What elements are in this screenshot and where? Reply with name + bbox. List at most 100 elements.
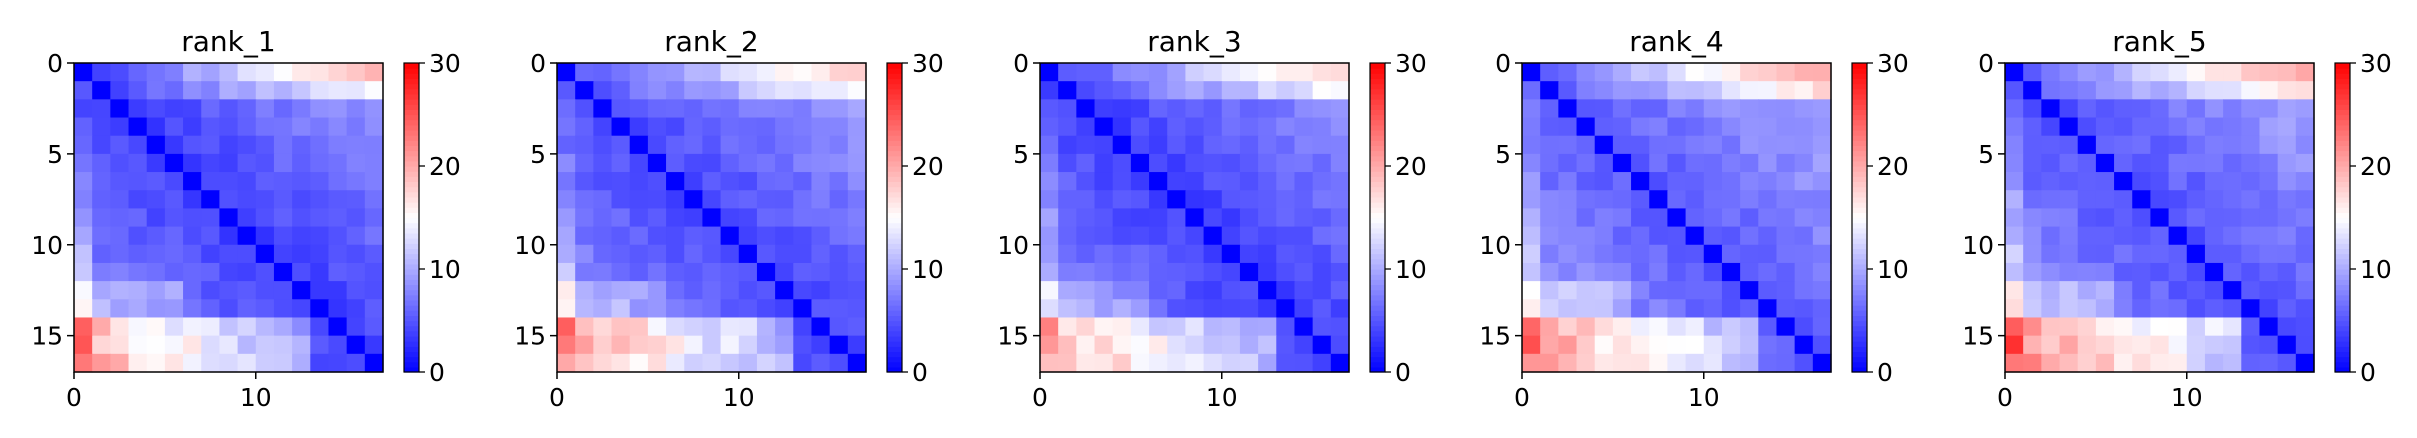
heatmap-cell xyxy=(1740,117,1759,137)
heatmap-cell xyxy=(1740,153,1759,173)
heatmap-cell xyxy=(666,63,685,82)
colorbar-segment xyxy=(404,341,419,347)
heatmap-cell xyxy=(811,117,831,137)
heatmap-cell xyxy=(1522,172,1541,191)
colorbar-segment xyxy=(1370,330,1385,337)
colorbar-segment xyxy=(404,299,419,306)
heatmap-cell xyxy=(593,172,613,191)
heatmap-cell xyxy=(2241,153,2261,173)
heatmap-cell xyxy=(1149,153,1168,173)
colorbar-segment xyxy=(1852,243,1867,249)
heatmap-cell xyxy=(1167,135,1187,155)
heatmap-cell xyxy=(2223,99,2242,119)
heatmap-cell xyxy=(647,117,667,137)
heatmap-cell xyxy=(2132,135,2152,155)
heatmap-cell xyxy=(811,317,831,337)
heatmap-cell xyxy=(793,226,813,246)
heatmap-cell xyxy=(1812,335,1832,355)
heatmap-cell xyxy=(720,153,740,173)
heatmap-cell xyxy=(2114,244,2133,264)
heatmap-cell xyxy=(1721,81,1741,100)
heatmap-cell xyxy=(611,244,631,264)
heatmap-cell xyxy=(164,153,184,173)
heatmap-cell xyxy=(164,63,184,82)
heatmap-cell xyxy=(1312,99,1332,119)
heatmap-cell xyxy=(237,99,257,119)
heatmap-cell xyxy=(1522,299,1541,319)
heatmap-cell xyxy=(1112,208,1132,228)
colorbar-segment xyxy=(2335,366,2350,373)
heatmap-cell xyxy=(92,335,111,355)
colorbar-segment xyxy=(404,186,419,193)
heatmap-cell xyxy=(1258,281,1277,300)
colorbar-segment xyxy=(1852,238,1867,244)
heatmap-cell xyxy=(1076,299,1096,319)
heatmap-cell xyxy=(2168,117,2188,137)
heatmap-cell xyxy=(273,81,293,100)
heatmap-cell xyxy=(720,335,740,355)
heatmap-cell xyxy=(720,353,740,373)
heatmap-cell xyxy=(2132,226,2152,246)
colorbar-segment xyxy=(1370,366,1385,373)
colorbar-segment xyxy=(1370,356,1385,363)
heatmap-cell xyxy=(164,281,184,300)
heatmap-cell xyxy=(2277,99,2297,119)
heatmap-cell xyxy=(1685,335,1705,355)
heatmap-cell xyxy=(1685,63,1705,82)
heatmap-cell xyxy=(1330,63,1350,82)
colorbar-segment xyxy=(404,232,419,239)
heatmap-cell xyxy=(1094,226,1114,246)
heatmap-cell xyxy=(738,135,758,155)
heatmap-cell xyxy=(1522,262,1541,282)
heatmap-cell xyxy=(237,281,257,300)
heatmap-cell xyxy=(164,172,184,191)
heatmap-cell xyxy=(1776,208,1796,228)
heatmap-cell xyxy=(1612,135,1632,155)
heatmap-cell xyxy=(829,117,849,137)
heatmap-cell xyxy=(756,353,776,373)
heatmap-cell xyxy=(811,281,831,300)
heatmap-cell xyxy=(328,244,348,264)
heatmap-cell xyxy=(1685,117,1705,137)
heatmap-cell xyxy=(720,99,740,119)
heatmap-cell xyxy=(164,135,184,155)
heatmap-cell xyxy=(310,299,330,319)
colorbar-segment xyxy=(887,299,902,306)
heatmap-cell xyxy=(346,208,366,228)
heatmap-cell xyxy=(1667,99,1687,119)
heatmap-cell xyxy=(1094,262,1114,282)
colorbar-segment xyxy=(887,351,902,358)
heatmap-cell xyxy=(1203,335,1223,355)
heatmap-cell xyxy=(2277,153,2297,173)
heatmap-cell xyxy=(346,335,366,355)
heatmap-cell xyxy=(1076,208,1096,228)
heatmap-cell xyxy=(1258,135,1277,155)
heatmap-cell xyxy=(1594,226,1614,246)
heatmap-cell xyxy=(2005,190,2024,210)
heatmap-cell xyxy=(183,99,202,119)
heatmap-cell xyxy=(1540,117,1559,137)
heatmap-cell xyxy=(1076,135,1096,155)
heatmap-cell xyxy=(2059,81,2079,100)
heatmap-cell xyxy=(702,153,722,173)
heatmap-cell xyxy=(1612,281,1632,300)
heatmap-cell xyxy=(1112,99,1132,119)
heatmap-cell xyxy=(1330,135,1350,155)
heatmap-cell xyxy=(575,135,594,155)
heatmap-cell xyxy=(1612,172,1632,191)
colorbar-segment xyxy=(887,315,902,322)
heatmap-cell xyxy=(1631,135,1650,155)
colorbar-segment xyxy=(1852,171,1867,177)
heatmap-cell xyxy=(1794,172,1814,191)
heatmap-cell xyxy=(219,81,239,100)
heatmap-cell xyxy=(2077,135,2097,155)
heatmap-cell xyxy=(647,208,667,228)
colorbar-segment xyxy=(1852,361,1867,368)
heatmap-cell xyxy=(1631,353,1650,373)
heatmap-cell xyxy=(1221,190,1241,210)
colorbar-segment xyxy=(1370,279,1385,286)
heatmap-cell xyxy=(1058,135,1077,155)
x-tick-label: 10 xyxy=(1206,383,1238,412)
heatmap-cell xyxy=(2168,208,2188,228)
colorbar-segment xyxy=(2335,93,2350,100)
